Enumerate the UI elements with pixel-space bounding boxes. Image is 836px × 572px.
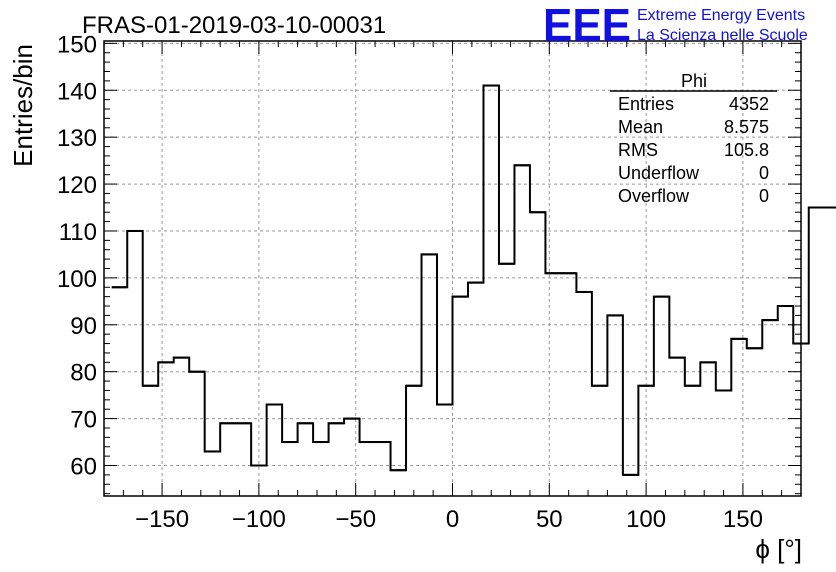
stats-value: 105.8: [724, 140, 769, 160]
y-tick-label: 70: [70, 407, 97, 434]
chart-title: FRAS-01-2019-03-10-00031: [82, 12, 386, 39]
stats-value: 8.575: [724, 117, 769, 137]
x-axis-label: ϕ [°]: [755, 534, 802, 564]
x-tick-label: 100: [626, 506, 666, 533]
x-tick-label: −50: [335, 506, 376, 533]
y-tick-label: 110: [59, 219, 97, 246]
stats-title: Phi: [681, 71, 707, 91]
grid: [104, 41, 801, 496]
stats-value: 0: [759, 186, 769, 206]
x-tick-label: −100: [232, 506, 286, 533]
y-tick-label: 140: [57, 78, 97, 105]
stats-value: 0: [759, 163, 769, 183]
y-tick-label: 150: [57, 31, 97, 58]
y-tick-label: 90: [70, 313, 97, 340]
stats-label: RMS: [618, 140, 658, 160]
y-axis-label: Entries/bin: [8, 44, 38, 167]
stats-label: Underflow: [618, 163, 700, 183]
stats-value: 4352: [729, 94, 769, 114]
eee-logo-line1: Extreme Energy Events: [637, 7, 805, 24]
eee-logo: EEE Extreme Energy Events La Scienza nel…: [543, 0, 808, 51]
x-tick-label: 50: [536, 506, 563, 533]
y-tick-label: 130: [57, 125, 97, 152]
y-tick-label: 80: [70, 360, 97, 387]
y-tick-label: 120: [57, 172, 97, 199]
eee-logo-mark: EEE: [543, 0, 631, 51]
stats-rows: Entries 4352 Mean 8.575 RMS 105.8 Underflow 0 Ov…: [618, 94, 769, 206]
eee-logo-line2: La Scienza nelle Scuole: [637, 27, 808, 44]
histogram-bars: [111, 84, 836, 476]
stats-label: Mean: [618, 117, 663, 137]
x-tick-label: 150: [723, 506, 763, 533]
stats-label: Entries: [618, 94, 674, 114]
y-tick-label: 60: [70, 454, 97, 481]
stats-box: Phi Entries 4352 Mean 8.575 RMS 105.8 Underflo…: [610, 71, 777, 206]
x-tick-label: 0: [446, 506, 459, 533]
y-tick-labels: 60 70 80 90 100 110 120 130 140 150: [57, 31, 97, 480]
x-tick-label: −150: [135, 506, 189, 533]
stats-label: Overflow: [618, 186, 690, 206]
y-tick-label: 100: [57, 266, 97, 293]
axis-ticks: [103, 41, 802, 496]
x-tick-labels: −150 −100 −50 0 50 100 150: [135, 506, 763, 533]
